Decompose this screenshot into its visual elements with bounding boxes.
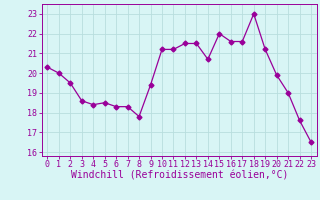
X-axis label: Windchill (Refroidissement éolien,°C): Windchill (Refroidissement éolien,°C) (70, 171, 288, 181)
